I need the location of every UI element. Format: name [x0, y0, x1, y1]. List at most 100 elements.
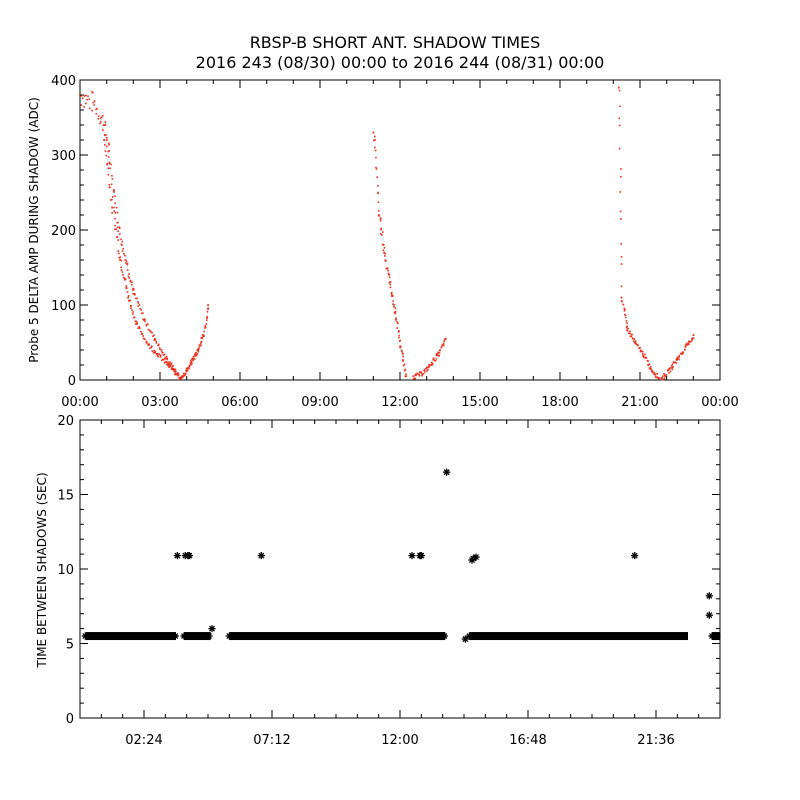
delta-amp-point — [658, 378, 660, 380]
delta-amp-point — [380, 217, 382, 219]
delta-amp-point — [128, 277, 131, 279]
delta-amp-point — [120, 259, 123, 262]
delta-amp-point — [111, 198, 113, 201]
delta-amp-point — [401, 350, 403, 353]
delta-amp-point — [108, 150, 110, 152]
delta-amp-point — [175, 370, 177, 373]
delta-amp-point — [104, 133, 106, 136]
delta-amp-point — [194, 355, 196, 357]
delta-amp-point — [134, 320, 137, 323]
delta-amp-point — [186, 370, 189, 372]
baseline-star — [320, 632, 328, 640]
delta-amp-point — [191, 360, 193, 363]
baseline-star — [713, 632, 721, 640]
delta-amp-point — [108, 143, 110, 146]
delta-amp-point — [121, 271, 124, 273]
delta-amp-point — [381, 234, 383, 236]
delta-amp-point — [104, 124, 107, 126]
delta-amp-point — [100, 116, 103, 119]
delta-amp-point — [649, 366, 652, 368]
baseline-star — [245, 632, 253, 640]
delta-amp-point — [113, 210, 116, 213]
top-y-tick-label: 300 — [51, 149, 76, 164]
bottom-x-tick-label: 12:00 — [381, 733, 418, 748]
delta-amp-point — [399, 346, 401, 349]
bottom-x-tick-label: 07:12 — [253, 733, 290, 748]
delta-amp-point — [138, 304, 141, 306]
delta-amp-point — [154, 351, 156, 354]
delta-amp-point — [136, 297, 138, 300]
delta-amp-point — [394, 307, 397, 309]
delta-amp-point — [399, 345, 401, 348]
delta-amp-point — [617, 86, 620, 89]
delta-amp-point — [151, 331, 153, 334]
delta-amp-point — [415, 374, 418, 376]
delta-amp-point — [138, 327, 141, 330]
delta-amp-point — [116, 221, 119, 224]
delta-amp-point — [205, 319, 208, 321]
delta-amp-point — [166, 361, 169, 364]
delta-amp-point — [112, 190, 115, 192]
delta-amp-point — [128, 273, 130, 275]
delta-amp-point — [121, 244, 123, 246]
delta-amp-point — [91, 91, 94, 94]
delta-amp-point — [191, 358, 193, 360]
delta-amp-point — [171, 368, 173, 371]
delta-amp-point — [131, 313, 134, 315]
delta-amp-point — [144, 320, 146, 323]
delta-amp-point — [133, 293, 136, 295]
delta-amp-point — [104, 150, 107, 152]
delta-amp-point — [179, 376, 181, 379]
delta-amp-point — [627, 327, 629, 330]
delta-amp-point — [130, 283, 133, 286]
delta-amp-point — [402, 360, 404, 362]
delta-amp-point — [153, 349, 156, 352]
delta-amp-point — [685, 343, 688, 346]
baseline-star — [275, 632, 283, 640]
delta-amp-point — [88, 98, 91, 101]
delta-amp-point — [104, 121, 107, 123]
delta-amp-point — [431, 362, 434, 365]
delta-amp-point — [118, 227, 121, 230]
delta-amp-point — [647, 364, 649, 367]
delta-amp-point — [438, 354, 440, 357]
delta-amp-point — [689, 340, 692, 343]
delta-amp-point — [113, 191, 115, 193]
top-x-tick-label: 18:00 — [541, 395, 578, 410]
delta-amp-point — [394, 310, 397, 313]
delta-amp-point — [631, 337, 634, 340]
delta-amp-point — [620, 175, 622, 178]
delta-amp-point — [173, 371, 176, 373]
delta-amp-point — [397, 331, 400, 333]
delta-amp-point — [436, 352, 439, 355]
delta-amp-point — [107, 173, 110, 176]
baseline-star — [310, 632, 318, 640]
delta-amp-point — [120, 269, 123, 271]
delta-amp-point — [192, 359, 194, 362]
delta-amp-point — [626, 322, 628, 324]
delta-amp-point — [644, 353, 646, 356]
delta-amp-point — [624, 314, 627, 316]
delta-amp-point — [412, 378, 415, 380]
delta-amp-point — [435, 353, 438, 355]
delta-amp-point — [185, 369, 188, 371]
delta-amp-point — [663, 373, 665, 375]
delta-amp-point — [185, 367, 188, 370]
delta-amp-point — [627, 332, 630, 335]
delta-amp-point — [88, 107, 91, 110]
top-y-tick-label: 0 — [68, 374, 76, 389]
delta-amp-point — [169, 364, 172, 367]
delta-amp-point — [389, 286, 392, 289]
delta-amp-point — [430, 361, 433, 364]
delta-amp-point — [374, 139, 377, 141]
delta-amp-point — [163, 353, 166, 356]
delta-amp-point — [635, 342, 637, 345]
chart-title: RBSP-B SHORT ANT. SHADOW TIMES — [250, 33, 541, 52]
delta-amp-point — [116, 211, 119, 214]
delta-amp-point — [207, 304, 209, 306]
baseline-star — [131, 632, 139, 640]
delta-amp-point — [441, 345, 444, 347]
delta-amp-point — [149, 347, 151, 349]
delta-amp-point — [204, 327, 206, 329]
bottom-y-tick-label: 5 — [66, 638, 74, 653]
